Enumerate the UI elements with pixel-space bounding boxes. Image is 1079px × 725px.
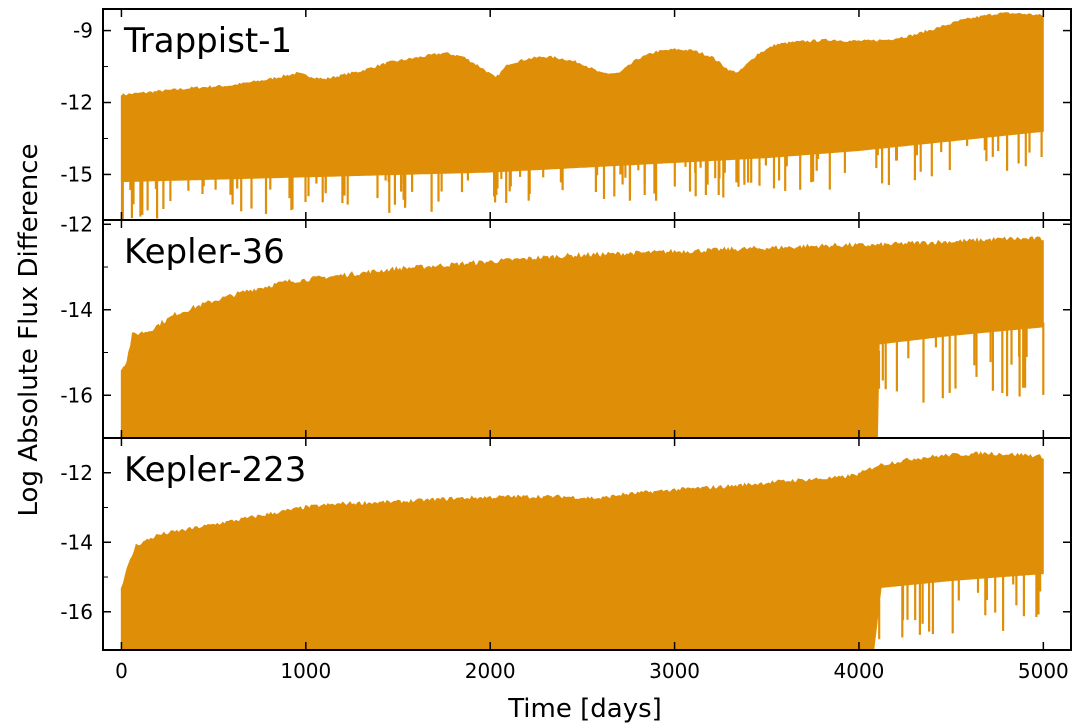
- y-tick-label: -12: [60, 212, 93, 236]
- series-spikes: [120, 95, 1043, 220]
- y-tick-label: -12: [60, 461, 93, 485]
- x-tick-label: 3000: [649, 659, 700, 683]
- y-tick-label: -14: [60, 298, 93, 322]
- y-tick-label: -15: [60, 162, 93, 186]
- y-tick-label: -14: [60, 530, 93, 554]
- panels-group: -9-12-15Trappist-1-12-14-16Kepler-36-12-…: [60, 8, 1072, 683]
- y-tick-label: -9: [73, 19, 93, 43]
- y-axis-label: Log Absolute Flux Difference: [14, 144, 44, 517]
- y-tick-label: -16: [60, 383, 93, 407]
- x-tick-label: 4000: [834, 659, 885, 683]
- panel-title-kepler-36: Kepler-36: [124, 232, 285, 272]
- x-tick-label: 5000: [1018, 659, 1069, 683]
- panel-kepler-223: -12 -14 -16 Kepler-223: [60, 437, 1072, 651]
- x-axis-label: Time [days]: [507, 694, 662, 724]
- panel-title-kepler-223: Kepler-223: [124, 450, 306, 490]
- panel-trappist-1: -9 -12 -15 Trappist-1: [60, 8, 1072, 221]
- panel-title-trappist-1: Trappist-1: [123, 21, 292, 61]
- x-tick-label: 1000: [280, 659, 331, 683]
- y-tick-label: -16: [60, 600, 93, 624]
- series-band-trappist-1: [120, 12, 1044, 183]
- x-tick-label: 2000: [465, 659, 516, 683]
- panel-frame: [102, 437, 1072, 651]
- series-band-kepler-223: [120, 451, 1044, 650]
- panel-kepler-36: -12 -14 -16 Kepler-36: [60, 212, 1072, 439]
- x-tick-label: 0: [115, 659, 128, 683]
- y-tick-label: -12: [60, 91, 93, 115]
